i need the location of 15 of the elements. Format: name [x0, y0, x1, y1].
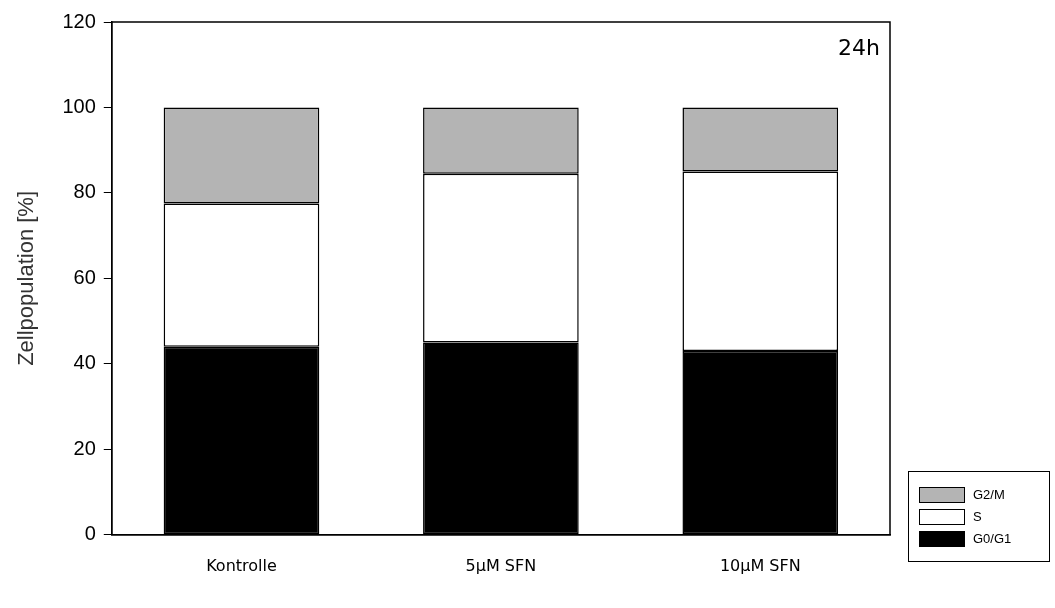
annotation: 24h [838, 34, 880, 60]
x-tick-label: Kontrolle [206, 555, 277, 575]
y-tick-label: 60 [73, 265, 96, 288]
legend-label: G2/M [973, 487, 1005, 502]
y-tick-label: 40 [73, 351, 96, 374]
y-axis-title: Zellpopulation [%] [13, 190, 39, 366]
x-tick-label: 10µM SFN [719, 555, 801, 575]
legend-label: G0/G1 [973, 531, 1012, 546]
y-tick-label: 80 [73, 180, 96, 203]
y-tick-label: 20 [73, 436, 96, 459]
y-tick-label: 120 [62, 9, 96, 32]
y-tick-label: 100 [62, 94, 96, 117]
y-tick-label: 0 [84, 522, 96, 545]
x-tick-label: 5µM SFN [465, 555, 537, 575]
text: S [973, 509, 982, 524]
